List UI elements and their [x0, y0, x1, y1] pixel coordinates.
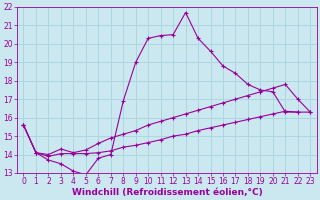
X-axis label: Windchill (Refroidissement éolien,°C): Windchill (Refroidissement éolien,°C) [72, 188, 262, 197]
